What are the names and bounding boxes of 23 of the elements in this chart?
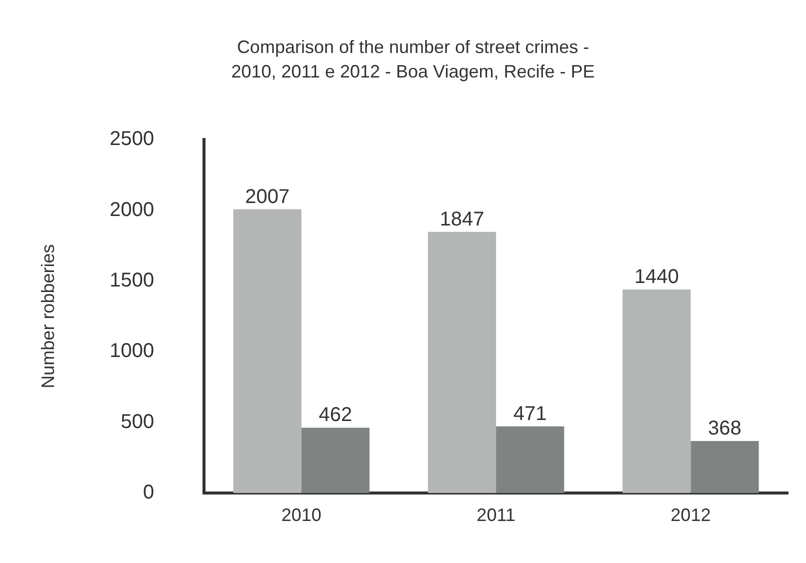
x-tick-label: 2011 [476, 504, 516, 525]
x-tick-label: 2012 [670, 504, 711, 525]
bar [496, 426, 564, 493]
x-tick-label: 2010 [281, 504, 322, 525]
data-label: 1440 [634, 266, 679, 288]
y-tick-label: 2500 [110, 128, 154, 150]
data-label: 471 [513, 402, 547, 425]
y-tick-label: 2000 [110, 198, 154, 221]
y-tick-label: 500 [120, 410, 154, 433]
bar [233, 209, 302, 493]
y-axis-title: Number robberies [38, 244, 58, 388]
bar [622, 289, 691, 493]
data-label: 368 [708, 417, 742, 440]
chart-title: Comparison of the number of street crimes - 2010, 2011 e 2012 - Boa Viagem, Recife - PE [231, 37, 595, 82]
data-label: 462 [318, 404, 352, 426]
bar [301, 428, 370, 493]
y-tick-label: 1000 [110, 340, 154, 362]
bar [428, 232, 496, 493]
data-label: 2007 [245, 186, 290, 208]
y-tick-label: 1500 [110, 269, 154, 292]
bar [690, 440, 759, 493]
data-label: 1847 [440, 208, 484, 230]
y-tick-label: 0 [142, 482, 154, 504]
